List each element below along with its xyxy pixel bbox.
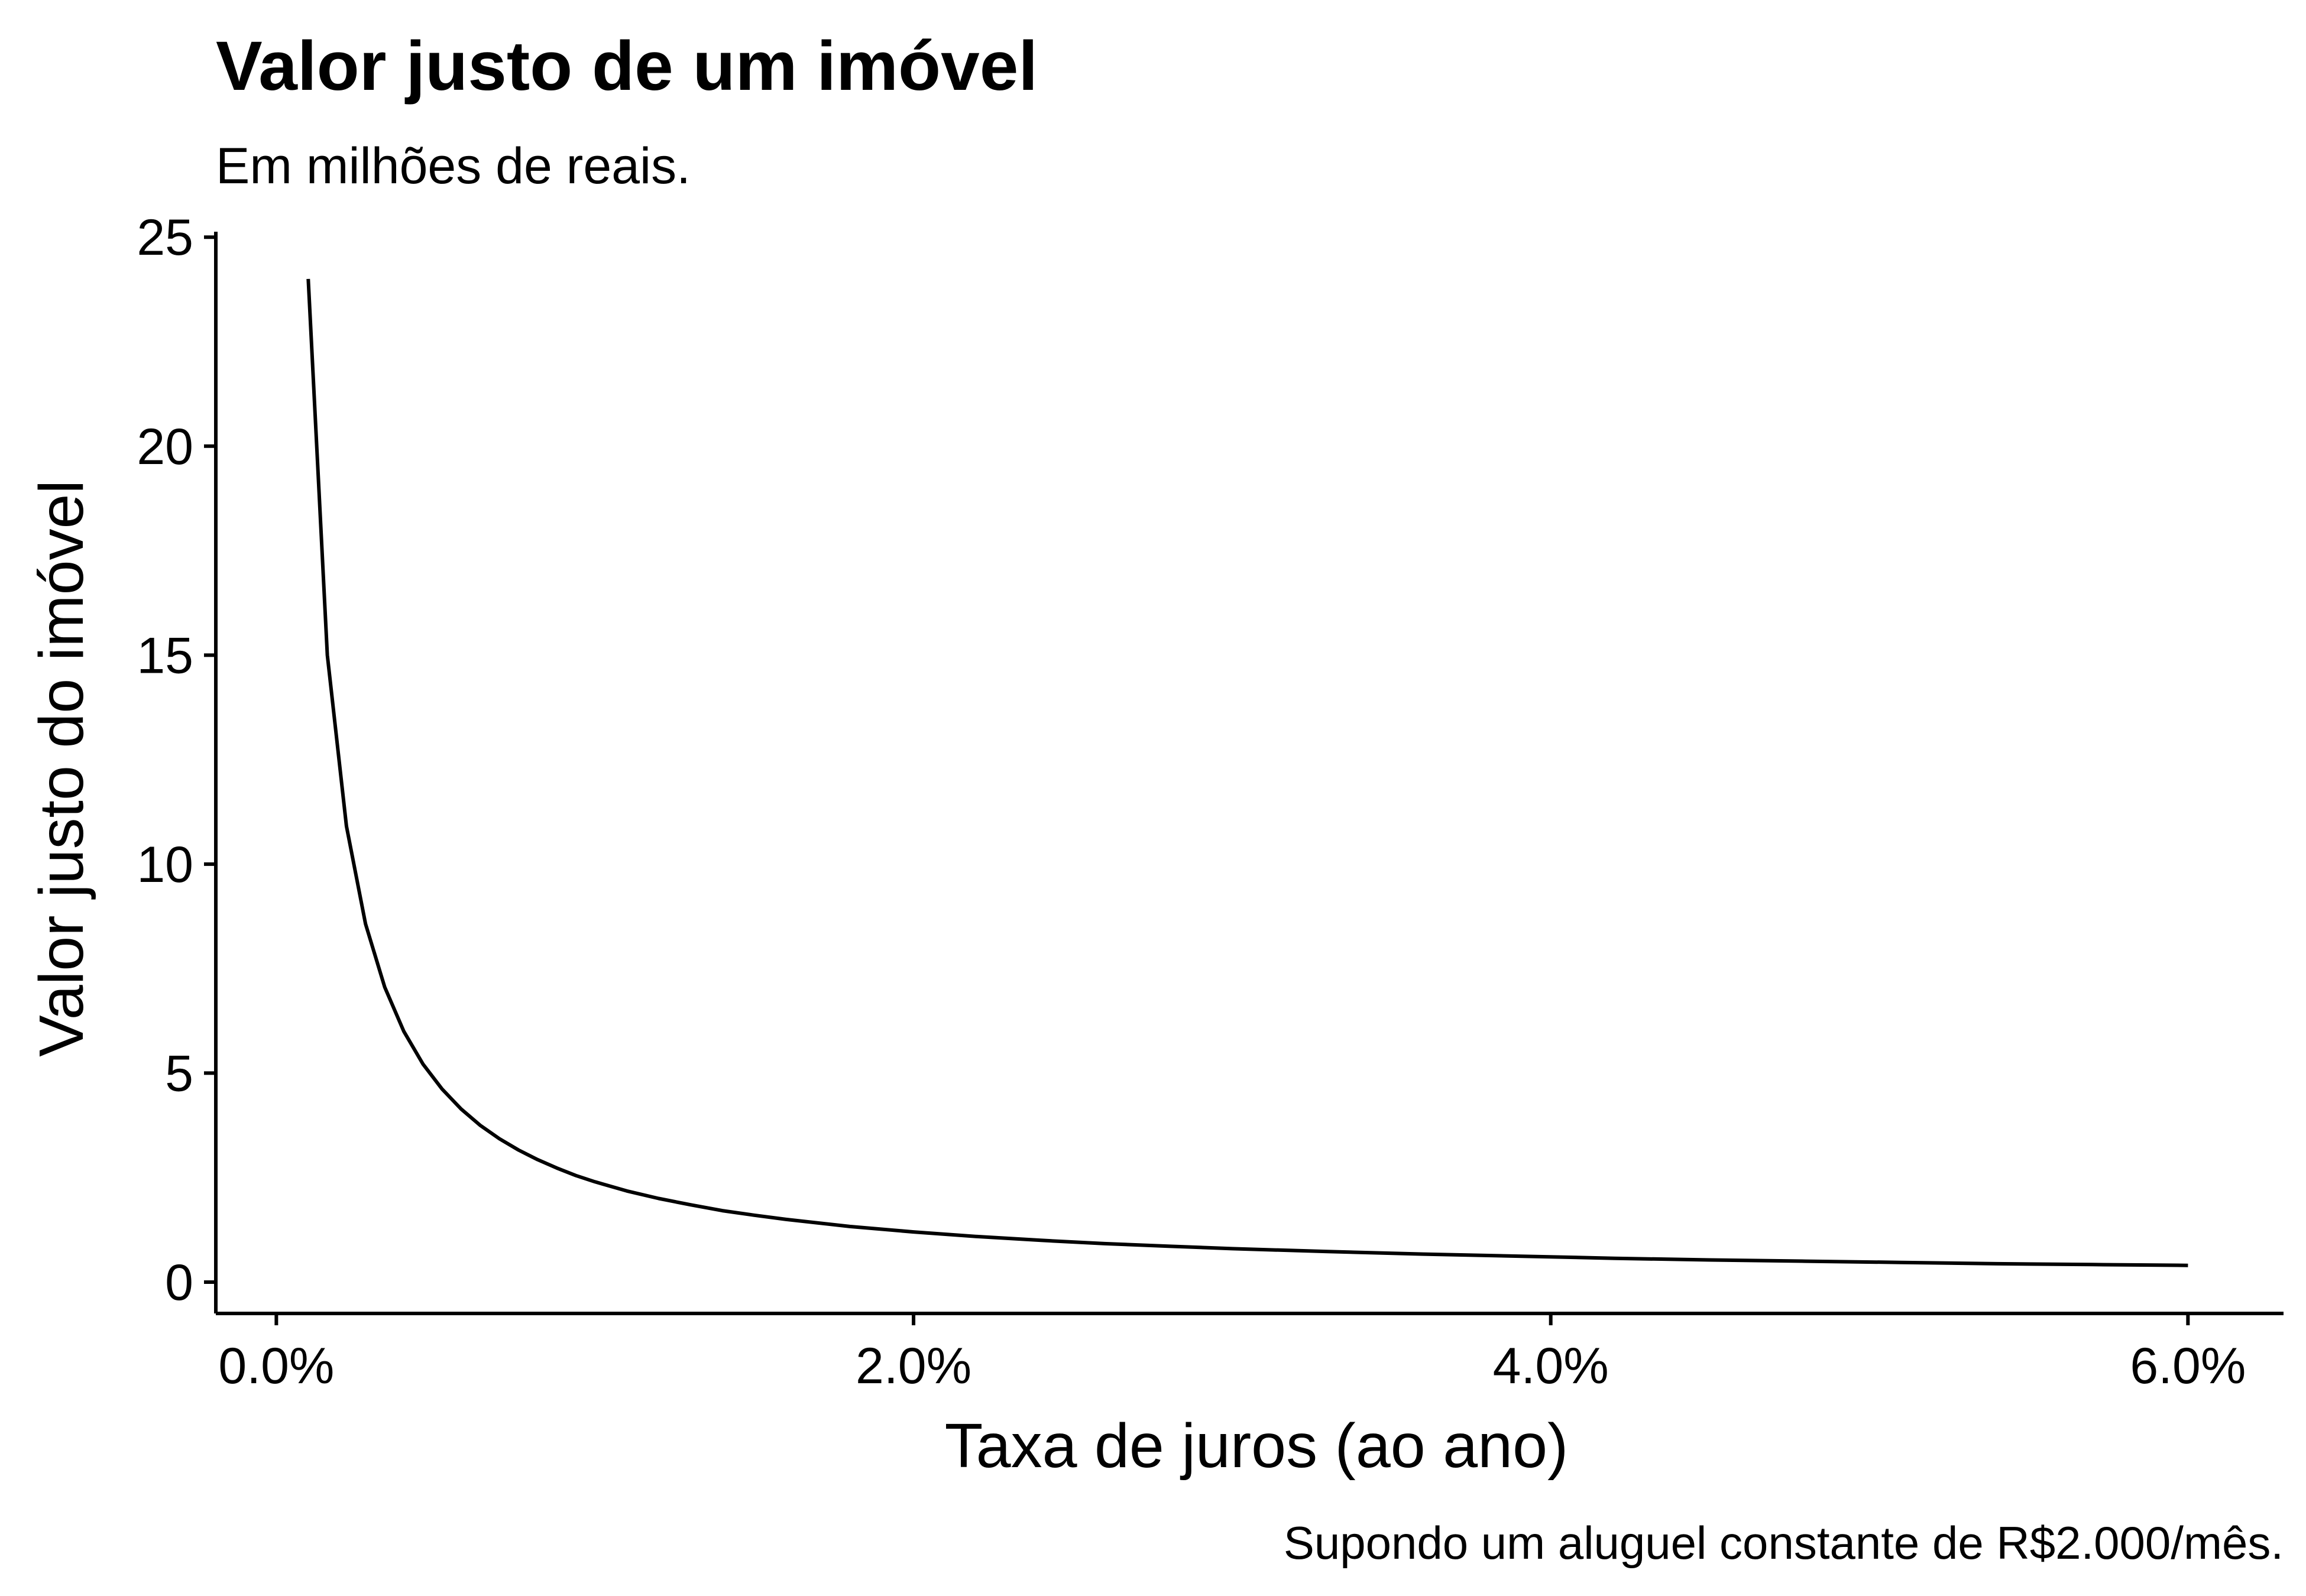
series-line <box>306 278 2188 1267</box>
chart-subtitle: Em milhões de reais. <box>216 138 691 194</box>
y-tick-label: 20 <box>137 419 193 475</box>
x-tick-label: 2.0% <box>856 1338 971 1394</box>
y-tick-label: 0 <box>165 1254 193 1311</box>
y-tick-label: 25 <box>137 209 193 266</box>
y-tick-label: 5 <box>165 1045 193 1102</box>
chart-caption: Supondo um aluguel constante de R$2.000/… <box>1284 1517 2284 1569</box>
x-axis-ticks: 0.0% 2.0% 4.0% 6.0% <box>218 1313 2246 1394</box>
x-axis-title: Taxa de juros (ao ano) <box>945 1411 1569 1481</box>
x-tick-label: 6.0% <box>2130 1338 2246 1394</box>
plot-area: 0 5 10 15 20 25 0.0% 2.0% 4.0% 6.0% <box>137 209 2284 1394</box>
chart-title: Valor justo de um imóvel <box>216 27 1038 105</box>
y-tick-label: 10 <box>137 836 193 893</box>
x-tick-label: 0.0% <box>218 1338 334 1394</box>
y-axis-ticks: 0 5 10 15 20 25 <box>137 209 216 1311</box>
y-axis-title: Valor justo do imóvel <box>27 480 96 1057</box>
y-tick-label: 15 <box>137 627 193 684</box>
x-tick-label: 4.0% <box>1493 1338 1609 1394</box>
